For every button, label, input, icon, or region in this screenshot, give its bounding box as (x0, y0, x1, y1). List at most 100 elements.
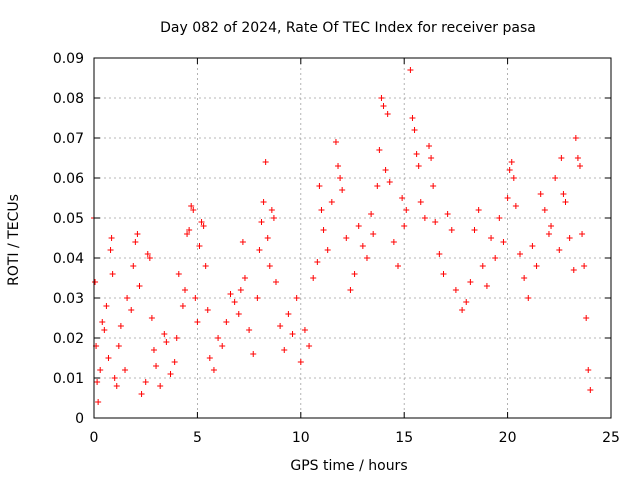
data-point (239, 239, 246, 245)
data-point (343, 235, 350, 241)
data-point (272, 279, 279, 285)
data-point (552, 175, 559, 181)
data-point (115, 343, 122, 349)
data-point (380, 103, 387, 109)
data-point (579, 231, 586, 237)
data-point (150, 347, 157, 353)
data-point (204, 307, 211, 313)
data-point (310, 275, 317, 281)
data-point (585, 367, 592, 373)
data-point (587, 387, 594, 393)
y-tick-label: 0.01 (53, 371, 84, 387)
y-tick-label: 0.03 (53, 291, 84, 307)
data-point (108, 235, 115, 241)
data-point (202, 263, 209, 269)
y-tick-label: 0.09 (53, 51, 84, 67)
data-point (200, 223, 207, 229)
data-point (548, 223, 555, 229)
data-point (196, 243, 203, 249)
data-point (262, 159, 269, 165)
y-axis-title: ROTI / TECUs (6, 194, 22, 286)
data-point (572, 135, 579, 141)
data-point (382, 167, 389, 173)
data-point (452, 287, 459, 293)
data-point (173, 335, 180, 341)
data-point (109, 271, 116, 277)
data-point (101, 327, 108, 333)
data-point (130, 263, 137, 269)
data-point (583, 315, 590, 321)
x-tick-label: 25 (602, 430, 620, 446)
y-tick-labels: 0 0.01 0.02 0.03 0.04 0.05 0.06 0.07 0.08 0.09 (53, 51, 84, 427)
data-point (347, 287, 354, 293)
data-point (399, 195, 406, 201)
data-point (227, 291, 234, 297)
data-point (517, 251, 524, 257)
data-point (562, 199, 569, 205)
data-point (541, 207, 548, 213)
data-point (428, 155, 435, 161)
x-tick-label: 5 (193, 430, 202, 446)
data-point (94, 379, 101, 385)
data-point (496, 215, 503, 221)
data-point (268, 207, 275, 213)
data-point (206, 355, 213, 361)
data-point (153, 363, 160, 369)
data-point (488, 235, 495, 241)
data-point (529, 243, 536, 249)
data-point (560, 191, 567, 197)
data-point (459, 307, 466, 313)
y-tick-label: 0.06 (53, 171, 84, 187)
data-point (332, 139, 339, 145)
data-point (194, 319, 201, 325)
data-point (401, 223, 408, 229)
data-point (335, 163, 342, 169)
data-point (270, 215, 277, 221)
data-point (328, 199, 335, 205)
data-point (363, 255, 370, 261)
data-point (359, 243, 366, 249)
data-point (192, 295, 199, 301)
data-point (521, 275, 528, 281)
data-point (337, 175, 344, 181)
data-point (188, 203, 195, 209)
data-point (223, 319, 230, 325)
data-point (256, 247, 263, 253)
data-point (264, 235, 271, 241)
data-point (570, 267, 577, 273)
y-tick-label: 0.04 (53, 251, 84, 267)
data-point (293, 295, 300, 301)
data-point (556, 247, 563, 253)
data-point (351, 271, 358, 277)
data-point (576, 163, 583, 169)
data-point (483, 283, 490, 289)
data-point (384, 111, 391, 117)
data-point (148, 315, 155, 321)
data-point (237, 287, 244, 293)
data-point (436, 251, 443, 257)
data-point (134, 231, 141, 237)
data-point (105, 355, 112, 361)
chart-title: Day 082 of 2024, Rate Of TEC Index for r… (160, 20, 536, 36)
data-point (246, 327, 253, 333)
data-point (374, 183, 381, 189)
data-point (467, 279, 474, 285)
data-point (163, 339, 170, 345)
data-point (444, 211, 451, 217)
data-point (231, 299, 238, 305)
data-point (430, 183, 437, 189)
x-axis-title: GPS time / hours (290, 458, 407, 474)
data-point (390, 239, 397, 245)
y-tick-label: 0.02 (53, 331, 84, 347)
data-point (411, 127, 418, 133)
data-point (198, 219, 205, 225)
y-tick-label: 0.07 (53, 131, 84, 147)
grid-lines (94, 58, 611, 418)
y-tick-label: 0 (75, 411, 84, 427)
data-point (545, 231, 552, 237)
x-tick-label: 0 (90, 430, 99, 446)
data-point (132, 239, 139, 245)
data-point (386, 179, 393, 185)
plot-frame (93, 57, 612, 419)
data-point (260, 199, 267, 205)
